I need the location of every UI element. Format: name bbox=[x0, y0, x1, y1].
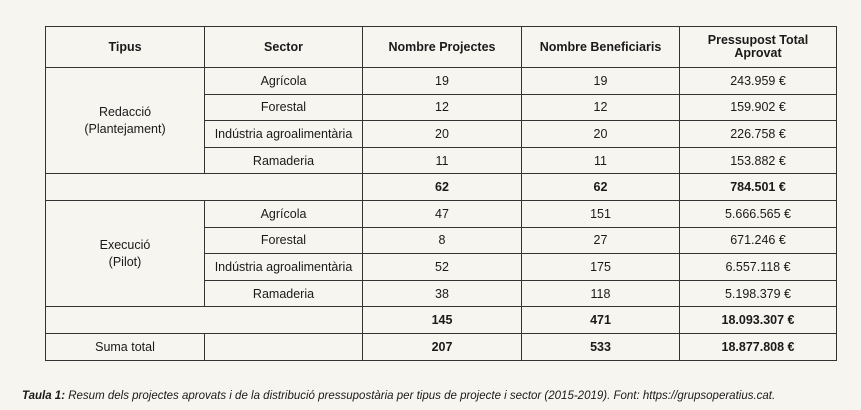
caption-text: Resum dels projectes aprovats i de la di… bbox=[65, 390, 776, 402]
table-row: Indústria agroalimentària 52 175 6.557.1… bbox=[46, 253, 837, 281]
tipus-label: Execució bbox=[99, 237, 151, 252]
pressupost-cell: 671.246 € bbox=[679, 226, 837, 255]
beneficiaris-cell: 11 bbox=[521, 146, 680, 175]
pressupost-cell: 5.666.565 € bbox=[679, 199, 837, 228]
beneficiaris-cell: 151 bbox=[521, 199, 680, 228]
tipus-cell: Redacció (Plantejament) bbox=[45, 66, 205, 175]
budget-table: Tipus Sector Nombre Projectes Nombre Ben… bbox=[45, 26, 837, 361]
header-pressupost: Pressupost Total Aprovat bbox=[679, 26, 837, 68]
projectes-cell: 12 bbox=[362, 93, 522, 122]
total-beneficiaris: 533 bbox=[521, 332, 680, 361]
subtotal-beneficiaris: 62 bbox=[521, 173, 680, 201]
header-tipus: Tipus bbox=[45, 26, 205, 68]
header-row: Tipus Sector Nombre Projectes Nombre Ben… bbox=[45, 26, 837, 68]
total-projectes: 207 bbox=[362, 332, 522, 361]
beneficiaris-cell: 20 bbox=[521, 120, 680, 148]
tipus-sublabel: (Plantejament) bbox=[84, 121, 166, 136]
total-label: Suma total bbox=[45, 332, 205, 361]
total-empty-cell bbox=[204, 332, 363, 361]
subtotal-label-cell bbox=[45, 173, 363, 201]
table-row: Indústria agroalimentària 20 20 226.758 … bbox=[46, 120, 837, 148]
sector-cell: Agrícola bbox=[204, 199, 363, 228]
projectes-cell: 52 bbox=[362, 253, 522, 281]
sector-cell: Indústria agroalimentària bbox=[204, 120, 363, 148]
beneficiaris-cell: 19 bbox=[521, 67, 680, 95]
caption-label: Taula 1: bbox=[22, 390, 66, 402]
sector-cell: Indústria agroalimentària bbox=[204, 253, 363, 281]
subtotal-projectes: 145 bbox=[362, 306, 522, 334]
beneficiaris-cell: 27 bbox=[521, 226, 680, 255]
beneficiaris-cell: 118 bbox=[521, 279, 680, 308]
header-pressupost-line2: Aprovat bbox=[734, 46, 782, 60]
projectes-cell: 20 bbox=[362, 120, 522, 148]
pressupost-cell: 153.882 € bbox=[679, 146, 837, 175]
pressupost-cell: 226.758 € bbox=[679, 120, 837, 148]
subtotal-row: 62 62 784.501 € bbox=[45, 173, 837, 201]
subtotal-beneficiaris: 471 bbox=[521, 306, 680, 334]
table-row: Forestal 12 12 159.902 € bbox=[46, 93, 837, 122]
pressupost-cell: 159.902 € bbox=[679, 93, 837, 122]
tipus-label: Redacció bbox=[98, 104, 152, 119]
projectes-cell: 19 bbox=[362, 67, 522, 95]
sector-cell: Ramaderia bbox=[204, 279, 363, 308]
pressupost-cell: 243.959 € bbox=[679, 67, 837, 95]
projectes-cell: 47 bbox=[362, 199, 522, 228]
table-caption: Taula 1: Resum dels projectes aprovats i… bbox=[22, 390, 775, 402]
header-projectes: Nombre Projectes bbox=[362, 26, 522, 68]
table-row: Ramaderia 11 11 153.882 € bbox=[46, 146, 837, 175]
beneficiaris-cell: 175 bbox=[521, 253, 680, 281]
sector-cell: Forestal bbox=[204, 93, 363, 122]
subtotal-label-cell bbox=[45, 306, 363, 334]
sector-cell: Ramaderia bbox=[204, 146, 363, 175]
sector-cell: Agrícola bbox=[204, 67, 363, 95]
projectes-cell: 38 bbox=[362, 279, 522, 308]
total-row: Suma total 207 533 18.877.808 € bbox=[45, 332, 837, 361]
budget-table-container: Tipus Sector Nombre Projectes Nombre Ben… bbox=[45, 26, 837, 361]
subtotal-row: 145 471 18.093.307 € bbox=[45, 306, 837, 334]
tipus-sublabel: (Pilot) bbox=[108, 254, 142, 269]
beneficiaris-cell: 12 bbox=[521, 93, 680, 122]
pressupost-cell: 6.557.118 € bbox=[679, 253, 837, 281]
header-beneficiaris: Nombre Beneficiaris bbox=[521, 26, 680, 68]
subtotal-pressupost: 18.093.307 € bbox=[679, 306, 837, 334]
tipus-cell: Execució (Pilot) bbox=[45, 199, 205, 308]
subtotal-projectes: 62 bbox=[362, 173, 522, 201]
total-pressupost: 18.877.808 € bbox=[679, 332, 837, 361]
header-sector: Sector bbox=[204, 26, 363, 68]
table-row: Redacció (Plantejament) Agrícola 19 19 2… bbox=[45, 66, 837, 175]
pressupost-cell: 5.198.379 € bbox=[679, 279, 837, 308]
sector-cell: Forestal bbox=[204, 226, 363, 255]
table-row: Execució (Pilot) Agrícola 47 151 5.666.5… bbox=[45, 199, 837, 308]
projectes-cell: 11 bbox=[362, 146, 522, 175]
projectes-cell: 8 bbox=[362, 226, 522, 255]
subtotal-pressupost: 784.501 € bbox=[679, 173, 837, 201]
header-pressupost-line1: Pressupost Total bbox=[707, 33, 809, 47]
